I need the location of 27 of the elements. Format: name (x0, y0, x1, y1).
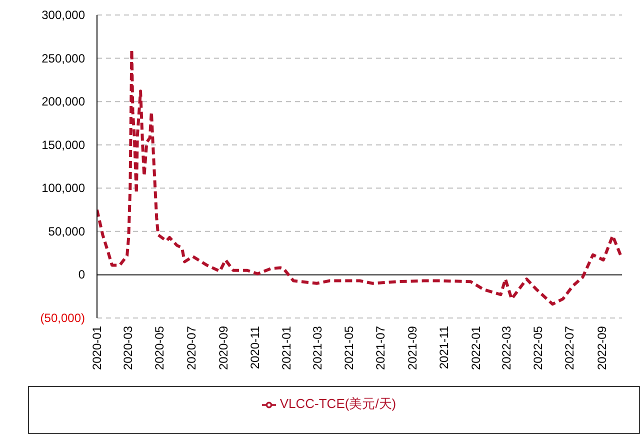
x-tick-label: 2022-01 (468, 326, 483, 370)
legend-label: VLCC-TCE(美元/天) (280, 396, 396, 411)
x-tick-label: 2021-01 (280, 326, 294, 370)
y-tick-label: 300,000 (42, 8, 86, 22)
x-tick-label: 2022-05 (531, 326, 546, 370)
line-series (97, 48, 622, 306)
x-tick-label: 2020-01 (90, 326, 104, 370)
x-tick-label: 2021-11 (437, 326, 452, 370)
y-tick-label: 150,000 (42, 138, 86, 152)
x-tick-label: 2021-03 (310, 326, 324, 370)
x-tick-label: 2020-09 (216, 326, 230, 370)
x-tick-label: 2021-09 (406, 326, 420, 370)
x-tick-label: 2021-07 (373, 326, 388, 370)
x-tick-label: 2021-05 (342, 326, 356, 370)
y-tick-label: 100,000 (42, 181, 86, 196)
y-tick-label: (50,000) (40, 311, 85, 325)
x-tick-label: 2022-07 (562, 326, 577, 370)
x-tick-label: 2020-07 (184, 326, 198, 370)
x-tick-label: 2020-03 (121, 326, 136, 370)
y-tick-label: 50,000 (48, 224, 86, 238)
x-tick-label: 2020-05 (152, 326, 167, 370)
y-tick-label: 250,000 (42, 51, 86, 66)
x-tick-label: 2020-11 (248, 326, 262, 370)
x-tick-label: 2022-09 (594, 326, 609, 370)
y-tick-label: 0 (78, 268, 86, 282)
x-tick-label: 2022-03 (499, 326, 514, 370)
y-tick-label: 200,000 (42, 94, 86, 109)
